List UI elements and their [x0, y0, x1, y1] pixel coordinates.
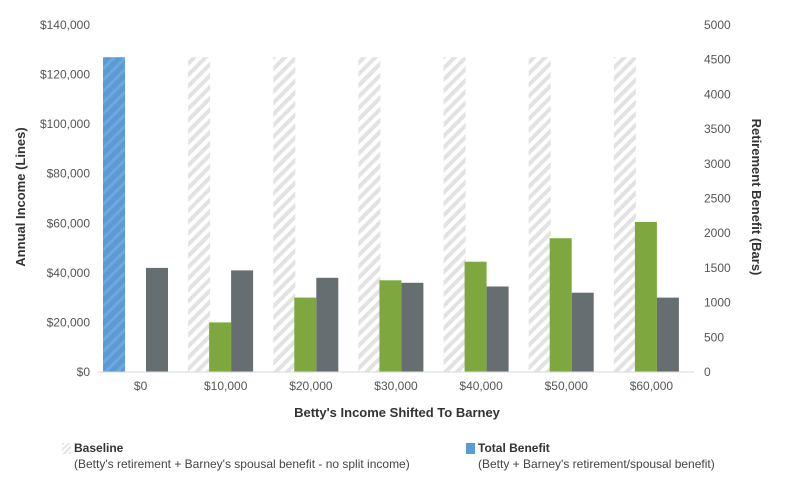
- right-tick-label: 3000: [704, 157, 731, 171]
- bar-baseline-2: [188, 57, 211, 372]
- bar-gray-7: [656, 297, 679, 372]
- left-tick-label: $80,000: [47, 167, 91, 181]
- bar-gray-4: [401, 282, 424, 372]
- bar-baseline-4: [358, 57, 381, 372]
- right-tick-label: 1500: [704, 261, 731, 275]
- right-tick-label: 4500: [704, 53, 731, 67]
- right-tick-label: 1000: [704, 296, 731, 310]
- right-tick-label: 4000: [704, 87, 731, 101]
- bar-baseline-7: [613, 57, 636, 372]
- axes-layer: $0 $10,000 $20,000 $30,000 $40,000 $50,000 $60…: [40, 18, 731, 393]
- bar-gray-5: [486, 286, 509, 372]
- right-tick-label: 3500: [704, 122, 731, 136]
- left-tick-label: $40,000: [47, 266, 91, 280]
- bars-layer: [103, 57, 679, 372]
- left-tick-label: $140,000: [40, 18, 90, 32]
- x-tick-label: $40,000: [459, 379, 503, 393]
- bar-baseline-6: [528, 57, 551, 372]
- x-axis-title: Betty's Income Shifted To Barney: [294, 405, 501, 420]
- legend-total-desc: (Betty + Barney's retirement/spousal ben…: [478, 457, 715, 471]
- right-axis-title: Retirement Benefit (Bars): [749, 119, 764, 276]
- left-tick-label: $60,000: [47, 216, 91, 230]
- x-tick-label: $30,000: [374, 379, 418, 393]
- bar-green-2: [209, 322, 232, 372]
- legend-baseline-desc: (Betty's retirement + Barney's spousal b…: [74, 457, 410, 471]
- bar-gray-1: [146, 267, 168, 372]
- left-tick-label: $100,000: [40, 117, 90, 131]
- x-tick-label: $60,000: [630, 379, 674, 393]
- total-benefit-swatch: [466, 443, 475, 454]
- baseline-swatch: [62, 443, 71, 454]
- x-tick-label: $0: [134, 379, 148, 393]
- legend-baseline: Baseline (Betty's retirement + Barney's …: [62, 440, 410, 472]
- left-tick-label: $0: [77, 365, 91, 379]
- bar-green-4: [379, 280, 402, 372]
- right-tick-label: 0: [704, 365, 711, 379]
- x-tick-label: $10,000: [204, 379, 248, 393]
- bar-gray-3: [316, 277, 339, 372]
- bar-green-6: [549, 238, 572, 372]
- x-tick-label: $20,000: [289, 379, 333, 393]
- bar-baseline-3: [273, 57, 296, 372]
- bar-gray-6: [571, 292, 594, 372]
- legend-total-benefit: Total Benefit (Betty + Barney's retireme…: [466, 440, 715, 472]
- bar-green-7: [634, 222, 657, 372]
- legend-total-name: Total Benefit: [478, 441, 550, 455]
- left-axis-title: Annual Income (Lines): [13, 127, 28, 266]
- bar-green-5: [464, 261, 487, 372]
- right-tick-label: 5000: [704, 18, 731, 32]
- legend-baseline-name: Baseline: [74, 441, 124, 455]
- right-tick-label: 500: [704, 330, 724, 344]
- bar-gray-2: [231, 270, 254, 372]
- left-tick-label: $120,000: [40, 68, 90, 82]
- left-tick-label: $20,000: [47, 315, 91, 329]
- bar-baseline-5: [443, 57, 466, 372]
- bar-total-benefit-1: [103, 57, 125, 372]
- bar-green-3: [294, 297, 317, 372]
- right-tick-label: 2500: [704, 192, 731, 206]
- right-tick-label: 2000: [704, 226, 731, 240]
- x-tick-label: $50,000: [545, 379, 589, 393]
